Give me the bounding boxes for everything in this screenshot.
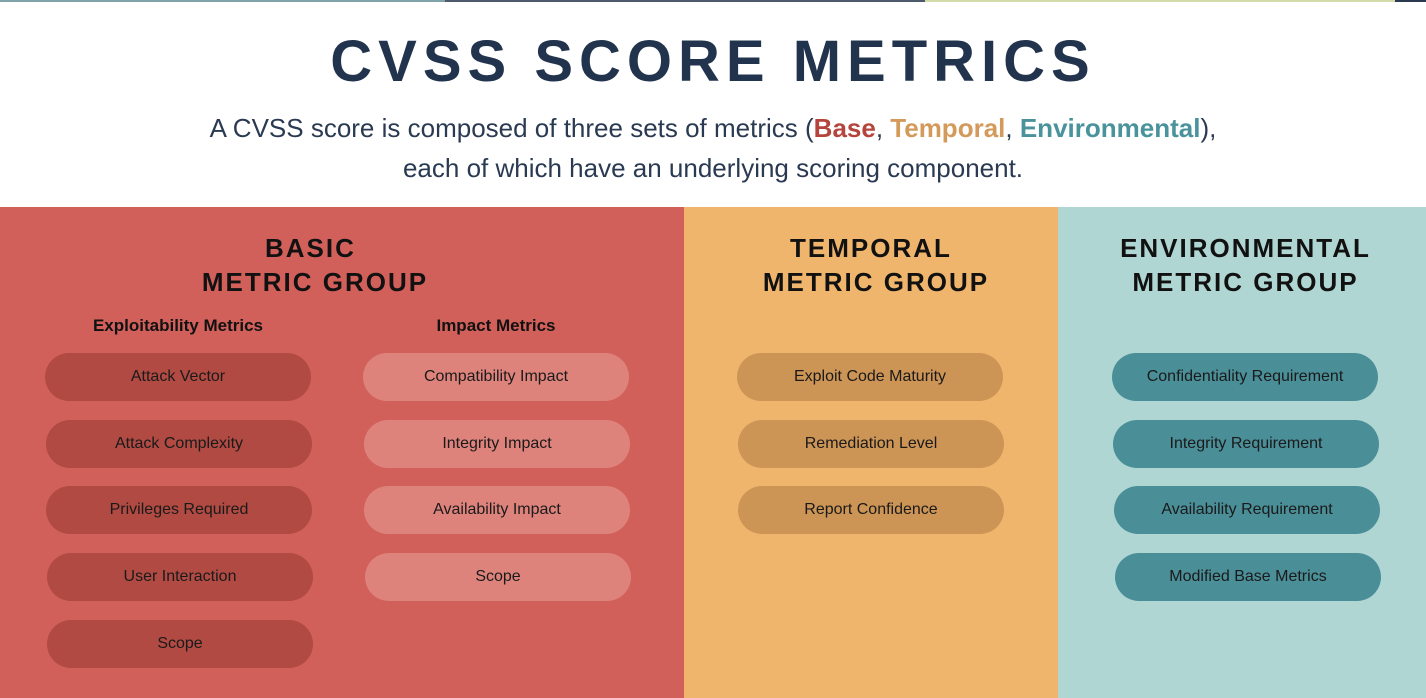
- temporal-label: Temporal: [890, 113, 1006, 143]
- top-accent-bar: [445, 0, 925, 2]
- environmental-metric-group-panel: ENVIRONMENTAL METRIC GROUP Confidentiali…: [1058, 207, 1426, 698]
- environmental-label: Environmental: [1019, 113, 1201, 143]
- metric-scope[interactable]: Scope: [47, 620, 313, 668]
- environmental-group-heading: ENVIRONMENTAL METRIC GROUP: [1058, 231, 1426, 299]
- metric-attack-vector[interactable]: Attack Vector: [45, 353, 311, 401]
- metric-integrity-impact[interactable]: Integrity Impact: [364, 420, 630, 468]
- impact-heading: Impact Metrics: [436, 316, 556, 335]
- page-title: CVSS SCORE METRICS: [330, 29, 1096, 94]
- metric-remediation-level[interactable]: Remediation Level: [738, 420, 1004, 468]
- subtitle-text: A CVSS score is composed of three sets o…: [209, 113, 814, 143]
- heading-line: ENVIRONMENTAL: [1120, 233, 1371, 263]
- temporal-metric-group-panel: TEMPORAL METRIC GROUP Exploit Code Matur…: [684, 207, 1058, 698]
- metric-compatibility-impact[interactable]: Compatibility Impact: [363, 353, 629, 401]
- metric-integrity-requirement[interactable]: Integrity Requirement: [1113, 420, 1379, 468]
- top-accent-bar: [925, 0, 1395, 2]
- metric-attack-complexity[interactable]: Attack Complexity: [46, 420, 312, 468]
- heading-line: METRIC GROUP: [762, 267, 990, 297]
- temporal-group-heading: TEMPORAL METRIC GROUP: [684, 231, 1068, 299]
- heading-line: TEMPORAL: [790, 233, 952, 263]
- subtitle-line-2: each of which have an underlying scoring…: [402, 153, 1024, 183]
- metric-report-confidence[interactable]: Report Confidence: [738, 486, 1004, 534]
- metric-exploit-code-maturity[interactable]: Exploit Code Maturity: [737, 353, 1003, 401]
- metric-availability-requirement[interactable]: Availability Requirement: [1114, 486, 1380, 534]
- subtitle-text: ,: [1005, 113, 1020, 143]
- metric-confidentiality-requirement[interactable]: Confidentiality Requirement: [1112, 353, 1378, 401]
- metric-user-interaction[interactable]: User Interaction: [47, 553, 313, 601]
- subtitle-line-1: A CVSS score is composed of three sets o…: [0, 113, 1426, 144]
- exploitability-heading: Exploitability Metrics: [92, 316, 264, 335]
- top-accent-bar: [0, 0, 445, 2]
- metric-availability-impact[interactable]: Availability Impact: [364, 486, 630, 534]
- metric-impact-scope[interactable]: Scope: [365, 553, 631, 601]
- top-accent-bar: [1395, 0, 1426, 2]
- metric-privileges-required[interactable]: Privileges Required: [46, 486, 312, 534]
- metric-modified-base-metrics[interactable]: Modified Base Metrics: [1115, 553, 1381, 601]
- heading-line: BASIC: [265, 233, 356, 263]
- subtitle-text: ,: [875, 113, 891, 143]
- heading-line: METRIC GROUP: [201, 267, 429, 297]
- base-label: Base: [813, 113, 876, 143]
- basic-group-heading: BASIC METRIC GROUP: [180, 231, 450, 299]
- heading-line: METRIC GROUP: [1132, 267, 1359, 297]
- basic-metric-group-panel: BASIC METRIC GROUP Exploitability Metric…: [0, 207, 684, 698]
- subtitle-text: ),: [1200, 113, 1217, 143]
